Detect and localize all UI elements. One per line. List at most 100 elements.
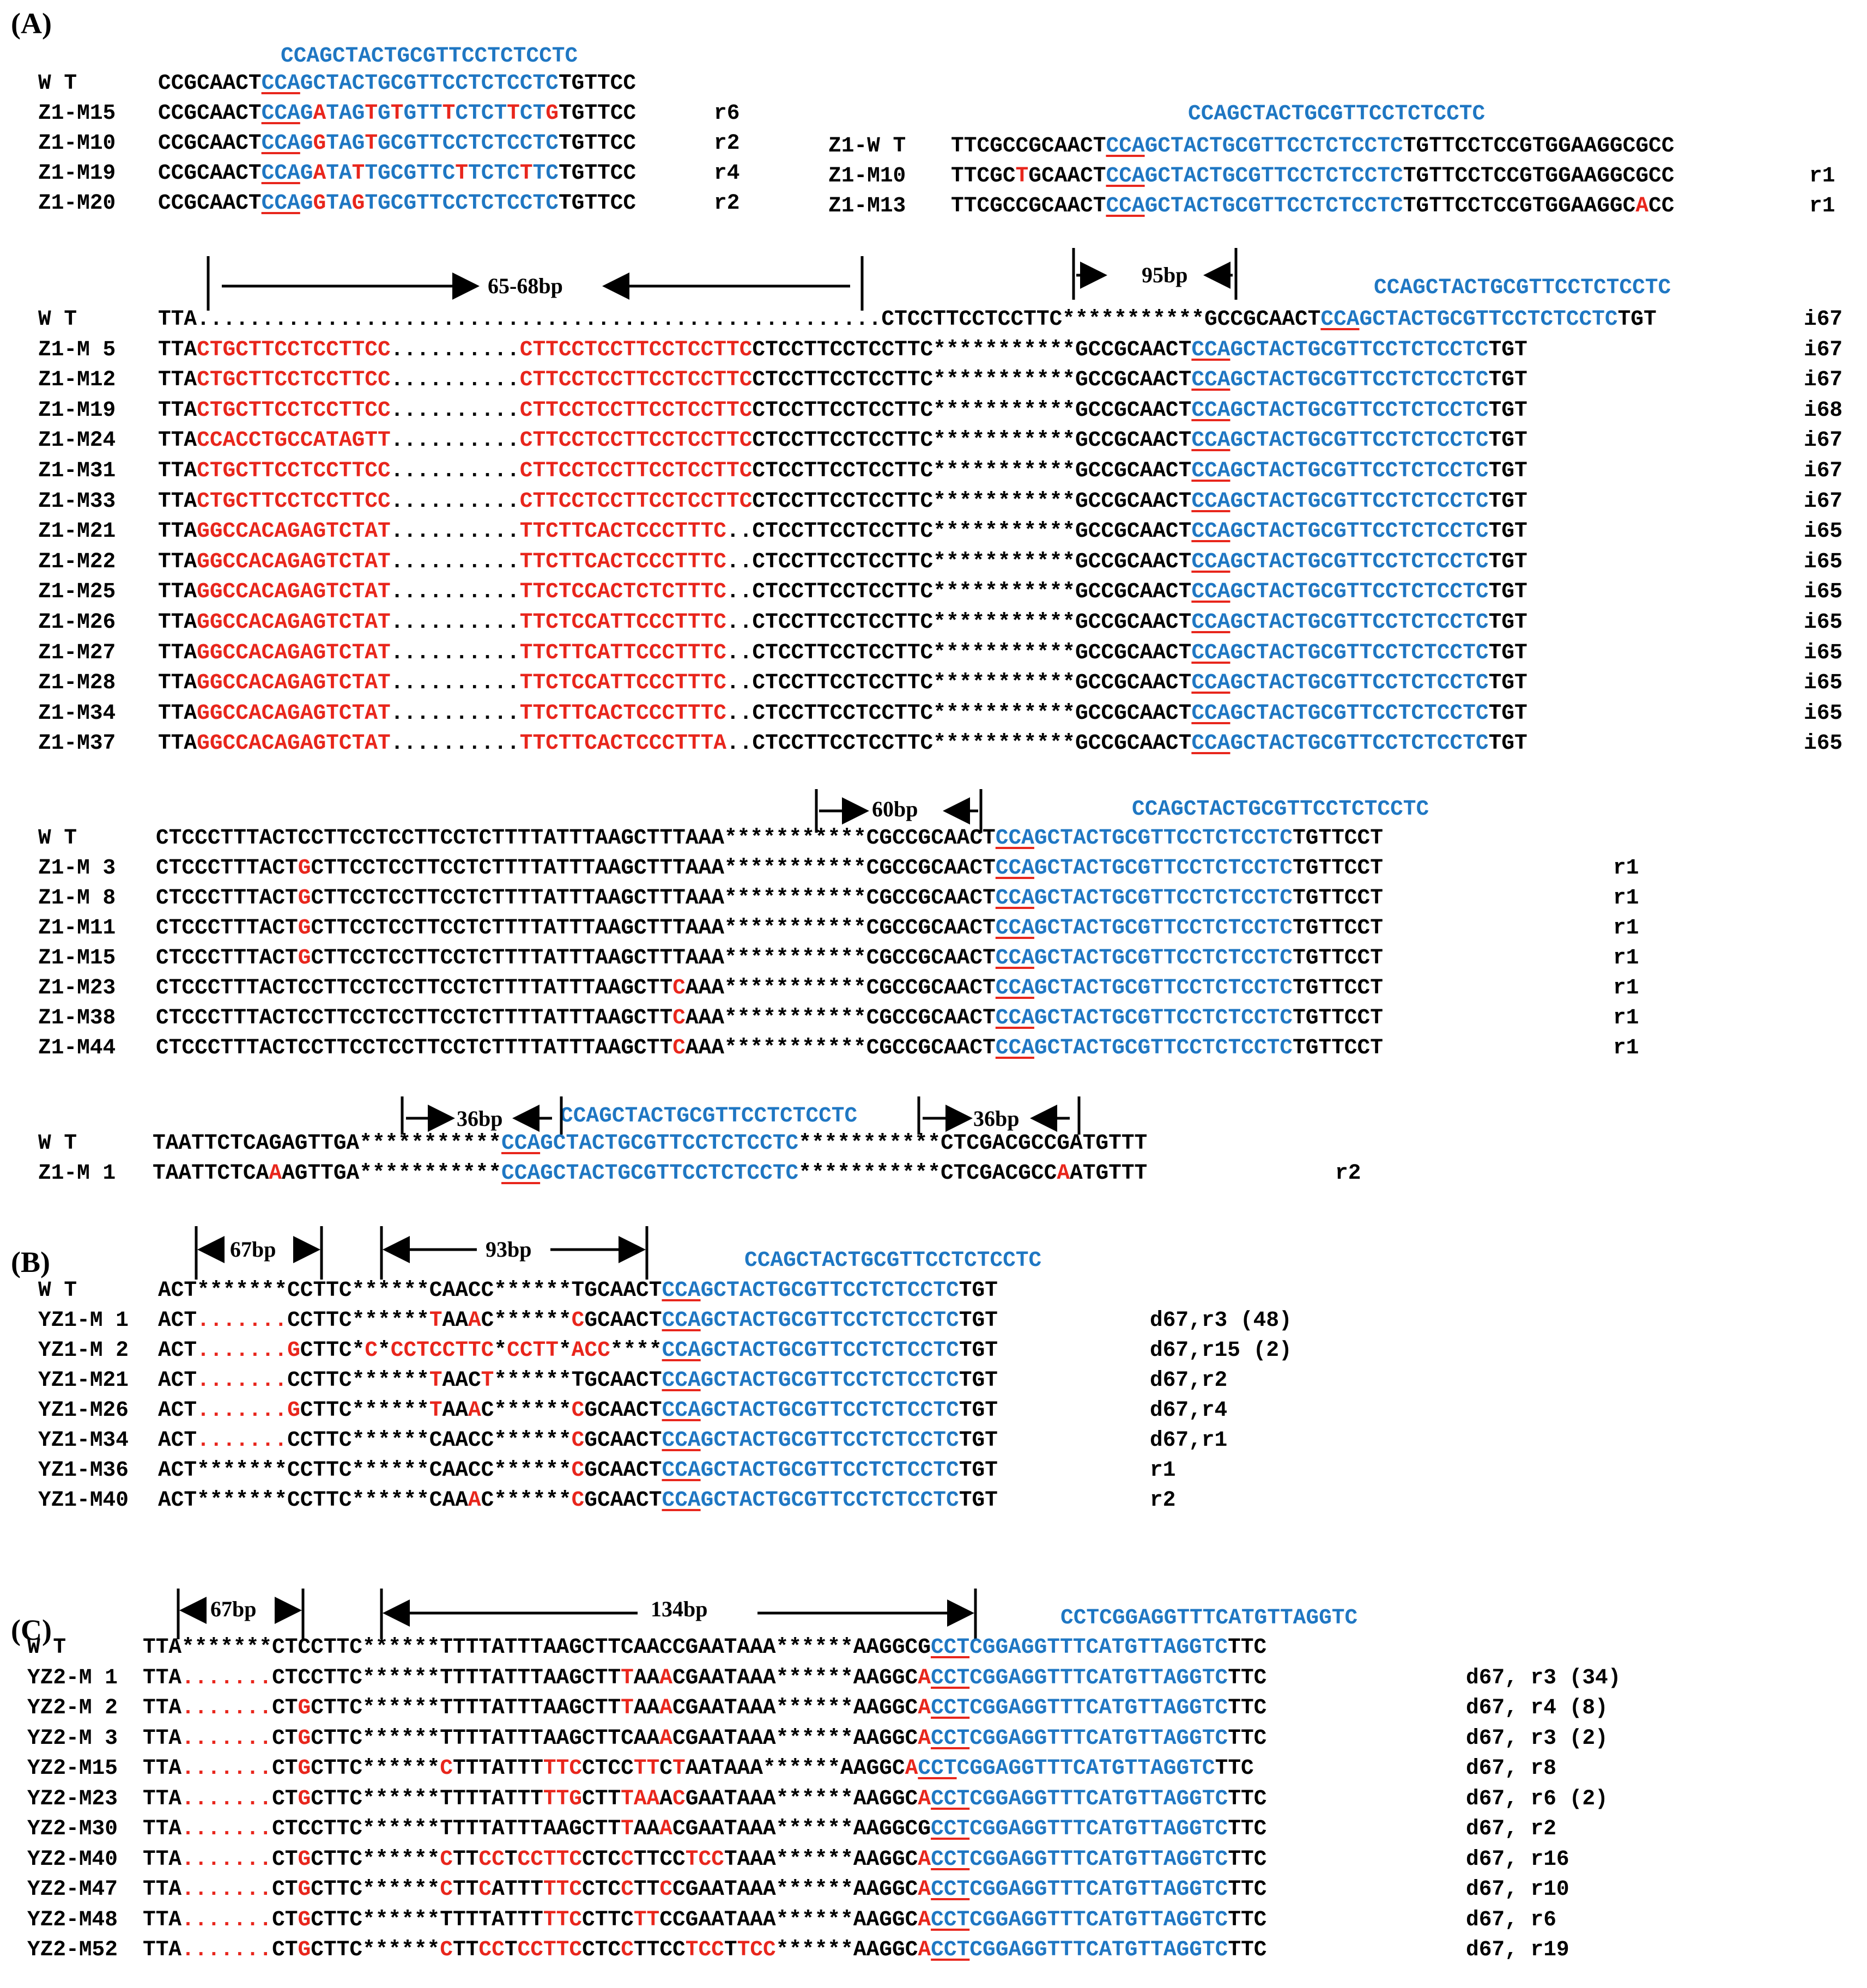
row-note: r2	[1150, 1488, 1176, 1512]
row-note: r1	[1613, 945, 1639, 970]
sequence: TTACCACCTGCCATAGTT..........CTTCCTCCTTCC…	[158, 428, 1527, 453]
row-note: r1	[1613, 886, 1639, 910]
sequence: TTAGGCCACAGAGTCTAT..........TTCTTCACTCCC…	[158, 519, 1527, 544]
sequence-segment: ..CTCCTTCCTCCTTC***********GCCGCAACT	[726, 700, 1192, 725]
sequence: ACT.......CCTTC******TAACT******TGCAACTC…	[158, 1368, 998, 1393]
mutation: G	[298, 1877, 311, 1901]
row-label: Z1-M 3	[38, 856, 116, 880]
target-sequence: GCTACTGCGTTCCTCTCCTC	[700, 1398, 959, 1422]
sequence-segment: TT	[452, 1937, 479, 1962]
sequence-segment: CTTC******TTTTATTTAAGCTT	[311, 1695, 621, 1720]
mutation: .......	[181, 1907, 272, 1932]
row-label: Z1-M22	[38, 549, 116, 574]
target-sequence: GCTACTGCGTTCCTCTCCTC	[1144, 163, 1403, 188]
row-note: r1	[1613, 1035, 1639, 1060]
sequence-segment: TGT	[1488, 549, 1527, 574]
mutation: TTCTTCATTCCCTTTC	[519, 640, 726, 665]
sequence: TTACTGCTTCCTCCTTCC..........CTTCCTCCTTCC…	[158, 489, 1527, 514]
mutation: CTTCCTCCTTCCTCCTTC	[519, 367, 753, 392]
mutation: T	[1015, 163, 1029, 188]
mutation: TTC	[543, 1907, 582, 1932]
row-label: YZ1-M21	[38, 1368, 129, 1392]
sequence-segment: TGTTCC	[558, 161, 637, 185]
row-note: r2	[714, 191, 740, 215]
sequence-segment: TGT	[1488, 700, 1527, 725]
row-label: W T	[38, 307, 77, 331]
sequence: ACT*******CCTTC******CAACC******TGCAACTC…	[158, 1278, 998, 1303]
row-note: i67	[1804, 428, 1843, 453]
sequence-segment: TTA	[143, 1846, 182, 1871]
mutation: G	[313, 191, 326, 215]
sequence-segment: TGT	[1488, 488, 1527, 513]
target-sequence: GCTACTGCGTTCCTCTCCTC	[1230, 488, 1489, 513]
sequence: TAATTCTCAAAGTTGA***********CCAGCTACTGCGT…	[153, 1161, 1147, 1186]
mutation: G	[298, 916, 311, 940]
mutation: G	[298, 1756, 311, 1780]
bracket-label: 36bp	[457, 1106, 503, 1131]
mutation: A	[659, 1816, 672, 1841]
mutation: A	[659, 1695, 672, 1720]
sequence-segment: TTC	[1228, 1635, 1267, 1659]
row-label: YZ1-M34	[38, 1428, 129, 1452]
sequence-segment: TGT	[959, 1398, 998, 1422]
sequence-segment: CTCC	[582, 1756, 634, 1780]
mutation: G	[545, 101, 559, 125]
row-note: r1	[1809, 193, 1835, 218]
sequence-segment: CTTC*	[300, 1338, 365, 1362]
sequence-segment: AA	[633, 1816, 660, 1841]
sequence-segment: TGT	[1488, 640, 1527, 665]
row-note: i65	[1804, 519, 1843, 544]
row-label: Z1-M33	[38, 488, 116, 513]
pam-site: CCT	[931, 1816, 970, 1841]
sequence-segment: AA	[442, 1308, 468, 1332]
sequence-segment: TTA	[143, 1725, 182, 1750]
row-note: i65	[1804, 640, 1843, 665]
row-note: i67	[1804, 367, 1843, 392]
sequence: TTACTGCTTCCTCCTTCC..........CTTCCTCCTTCC…	[158, 398, 1527, 423]
sequence-segment: CTTC******	[311, 1937, 440, 1962]
sequence-segment: T	[724, 1937, 737, 1962]
mutation: .......	[181, 1786, 272, 1811]
sequence-segment: TAATTCTCAGAGTTGA***********	[153, 1131, 502, 1155]
pam-site: CCA	[662, 1458, 701, 1482]
sequence-segment: TGTTCCT	[1292, 975, 1383, 1000]
sequence-segment: TGT	[959, 1308, 998, 1332]
row-label: YZ2-M48	[27, 1907, 118, 1932]
sequence: TTCGCCGCAACTCCAGCTACTGCGTTCCTCTCCTCTGTTC…	[951, 193, 1674, 219]
row-note: d67, r19	[1466, 1937, 1569, 1962]
row-label: Z1-M10	[828, 163, 906, 188]
mutation: G	[298, 1725, 311, 1750]
target-sequence: GCTACTGCGTTCCTCTCCTC	[700, 1458, 959, 1482]
target-sequence: CGGAGGTTTCATGTTAGGTC	[956, 1756, 1215, 1780]
sequence-segment: CTTCCTCCTTCCTCTTTTATTTAAGCTTTAAA********…	[311, 856, 996, 880]
sequence-segment: CGAATAAA******AAGGCG	[672, 1816, 931, 1841]
row-note: d67, r10	[1466, 1877, 1569, 1901]
row-label: Z1-M28	[38, 670, 116, 695]
mutation: TTC	[543, 1756, 583, 1780]
mutation: CCTTC	[517, 1846, 583, 1871]
sequence-segment: TTA	[158, 337, 197, 362]
row-note: i65	[1804, 731, 1843, 756]
pam-site: CCA	[261, 161, 300, 185]
sequence-segment: CCTTC******	[287, 1368, 429, 1392]
target-sequence: TCTC	[468, 161, 520, 185]
mutation: TTCTTCACTCCCTTTC	[519, 549, 726, 574]
mutation: CTTCCTCCTTCCTCCTTC	[519, 488, 753, 513]
sequence-segment: TGT	[1488, 428, 1527, 453]
mutation: C	[659, 1877, 673, 1901]
row-note: d67, r2	[1466, 1816, 1556, 1841]
mutation: A	[918, 1695, 931, 1720]
mutation: .......	[181, 1877, 272, 1901]
target-sequence: GCTACTGCGTTCCTCTCCTC	[700, 1338, 959, 1362]
target-sequence: GCGTTCCTCTCCTC	[378, 131, 559, 155]
row-label: Z1-M19	[38, 161, 116, 185]
pam-site: CCA	[995, 856, 1034, 880]
sequence-segment: TTA	[143, 1786, 182, 1811]
mutation: ACC	[571, 1338, 610, 1362]
sequence-segment: CTTC******TTTTATTT	[311, 1786, 543, 1811]
mutation: TTCTCCACTCTCTTTC	[519, 579, 726, 604]
sequence-segment: ..CTCCTTCCTCCTTC***********GCCGCAACT	[726, 731, 1192, 756]
sequence: TTAGGCCACAGAGTCTAT..........TTCTTCATTCCC…	[158, 640, 1527, 665]
sequence-segment: TTA	[158, 367, 197, 392]
mutation: GGCCACAGAGTCTAT	[197, 579, 391, 604]
